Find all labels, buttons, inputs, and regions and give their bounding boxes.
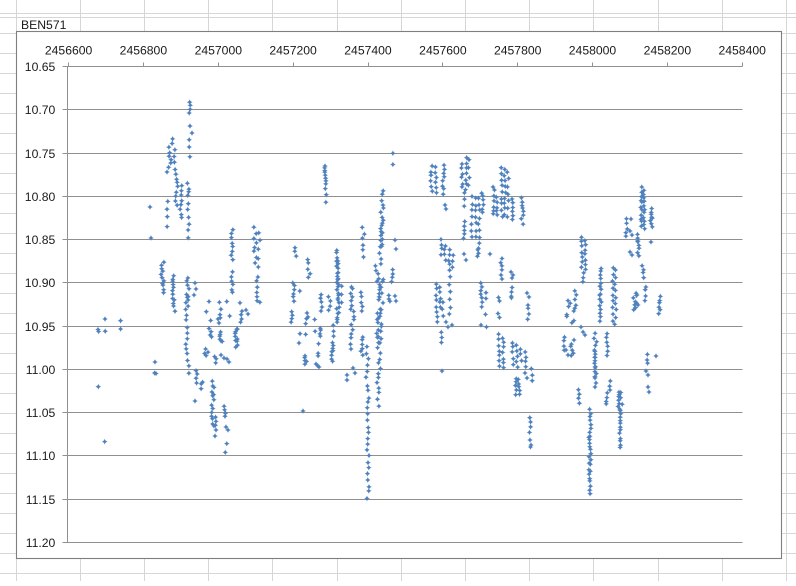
svg-text:2456800: 2456800 [120, 44, 168, 58]
svg-text:10.80: 10.80 [25, 190, 56, 204]
svg-text:11.10: 11.10 [26, 449, 56, 463]
svg-text:11.15: 11.15 [26, 493, 56, 507]
svg-text:2457200: 2457200 [269, 44, 317, 58]
svg-text:2458400: 2458400 [718, 44, 766, 58]
svg-text:2456600: 2456600 [45, 44, 93, 58]
svg-text:11.00: 11.00 [26, 363, 56, 377]
svg-text:10.90: 10.90 [25, 276, 56, 290]
svg-text:2458200: 2458200 [644, 44, 692, 58]
svg-text:11.05: 11.05 [26, 406, 56, 420]
svg-text:2457400: 2457400 [344, 44, 392, 58]
svg-text:2458000: 2458000 [569, 44, 617, 58]
svg-text:11.20: 11.20 [26, 536, 56, 550]
svg-text:10.95: 10.95 [25, 320, 56, 334]
svg-text:10.85: 10.85 [25, 233, 56, 247]
svg-text:BEN571: BEN571 [21, 18, 67, 32]
svg-text:10.75: 10.75 [25, 147, 56, 161]
svg-text:2457000: 2457000 [195, 44, 243, 58]
svg-text:2457800: 2457800 [494, 44, 542, 58]
svg-text:10.65: 10.65 [25, 60, 56, 74]
svg-text:2457600: 2457600 [419, 44, 467, 58]
svg-text:10.70: 10.70 [25, 103, 56, 117]
